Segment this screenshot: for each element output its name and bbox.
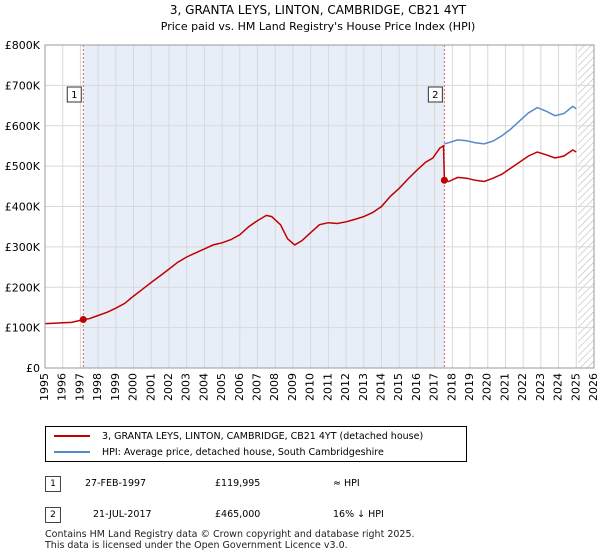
transaction-row: 1 27-FEB-1997 £119,995 ≈ HPI — [45, 476, 565, 492]
transaction-date: 27-FEB-1997 — [85, 478, 147, 489]
x-tick-label: 2014 — [374, 373, 387, 401]
y-tick-label: £800K — [5, 39, 41, 52]
x-tick-label: 2001 — [144, 373, 157, 401]
x-tick-label: 2008 — [268, 373, 281, 401]
series-line — [444, 105, 577, 145]
x-tick-label: 2017 — [428, 373, 441, 401]
legend-label-property: 3, GRANTA LEYS, LINTON, CAMBRIDGE, CB21 … — [102, 430, 424, 442]
y-tick-label: £500K — [5, 160, 41, 173]
x-tick-label: 2025 — [569, 373, 582, 401]
sale-marker — [79, 316, 87, 324]
transaction-price: £465,000 — [215, 509, 261, 520]
x-tick-label: 2018 — [445, 373, 458, 401]
legend-label-hpi: HPI: Average price, detached house, Sout… — [102, 446, 384, 458]
x-tick-label: 2005 — [215, 373, 228, 401]
x-tick-label: 2002 — [162, 373, 175, 401]
x-tick-label: 1997 — [73, 373, 86, 401]
x-tick-label: 2007 — [251, 373, 264, 401]
x-tick-label: 2012 — [339, 373, 352, 401]
annotation-label: 2 — [432, 90, 438, 101]
y-tick-label: £100K — [5, 322, 41, 335]
footer-licence: This data is licensed under the Open Gov… — [45, 540, 348, 551]
x-tick-label: 2006 — [233, 373, 246, 401]
x-tick-label: 2000 — [127, 373, 140, 401]
x-tick-label: 2013 — [357, 373, 370, 401]
x-tick-label: 2011 — [321, 373, 334, 401]
series-line — [44, 144, 577, 325]
x-tick-label: 2004 — [197, 373, 210, 401]
annotation-box — [66, 86, 82, 103]
y-tick-label: £300K — [5, 241, 41, 254]
transaction-hpi-relation: ≈ HPI — [333, 478, 360, 489]
transaction-number: 1 — [45, 476, 61, 492]
transaction-number: 2 — [45, 507, 61, 523]
legend-item-hpi: HPI: Average price, detached house, Sout… — [54, 445, 384, 459]
x-tick-label: 2016 — [410, 373, 423, 401]
x-tick-label: 2015 — [392, 373, 405, 401]
x-tick-label: 2019 — [463, 373, 476, 401]
x-tick-label: 1999 — [109, 373, 122, 401]
x-tick-label: 2020 — [481, 373, 494, 401]
x-tick-label: 2023 — [534, 373, 547, 401]
x-tick-label: 2010 — [304, 373, 317, 401]
plot-border — [44, 44, 595, 369]
y-tick-label: £0 — [26, 362, 40, 375]
y-tick-label: £700K — [5, 79, 41, 92]
legend: 3, GRANTA LEYS, LINTON, CAMBRIDGE, CB21 … — [45, 426, 467, 462]
annotation-label: 1 — [71, 90, 77, 101]
y-tick-label: £600K — [5, 120, 41, 133]
transaction-row: 2 21-JUL-2017 £465,000 16% ↓ HPI — [45, 507, 565, 523]
legend-item-property: 3, GRANTA LEYS, LINTON, CAMBRIDGE, CB21 … — [54, 429, 423, 443]
transaction-price: £119,995 — [215, 478, 261, 489]
x-tick-label: 2021 — [498, 373, 511, 401]
sale-marker — [440, 176, 448, 184]
footer-copyright: Contains HM Land Registry data © Crown c… — [45, 529, 415, 540]
x-tick-label: 2026 — [587, 373, 600, 401]
legend-line-red — [54, 435, 90, 437]
transaction-date: 21-JUL-2017 — [93, 509, 152, 520]
chart-title: 3, GRANTA LEYS, LINTON, CAMBRIDGE, CB21 … — [170, 3, 467, 17]
x-tick-label: 2022 — [516, 373, 529, 401]
x-tick-label: 1996 — [56, 373, 69, 401]
transaction-hpi-relation: 16% ↓ HPI — [333, 509, 384, 520]
footer: Contains HM Land Registry data © Crown c… — [45, 529, 415, 551]
x-tick-label: 1998 — [91, 373, 104, 401]
y-tick-label: £400K — [5, 201, 41, 214]
y-tick-label: £200K — [5, 281, 41, 294]
price-chart: 3, GRANTA LEYS, LINTON, CAMBRIDGE, CB21 … — [5, 3, 600, 401]
x-tick-label: 1995 — [38, 373, 51, 401]
chart-subtitle: Price paid vs. HM Land Registry's House … — [161, 20, 476, 33]
x-tick-label: 2009 — [286, 373, 299, 401]
x-tick-label: 2024 — [552, 373, 565, 401]
annotation-box — [427, 86, 443, 103]
x-tick-label: 2003 — [180, 373, 193, 401]
legend-line-blue — [54, 451, 90, 453]
